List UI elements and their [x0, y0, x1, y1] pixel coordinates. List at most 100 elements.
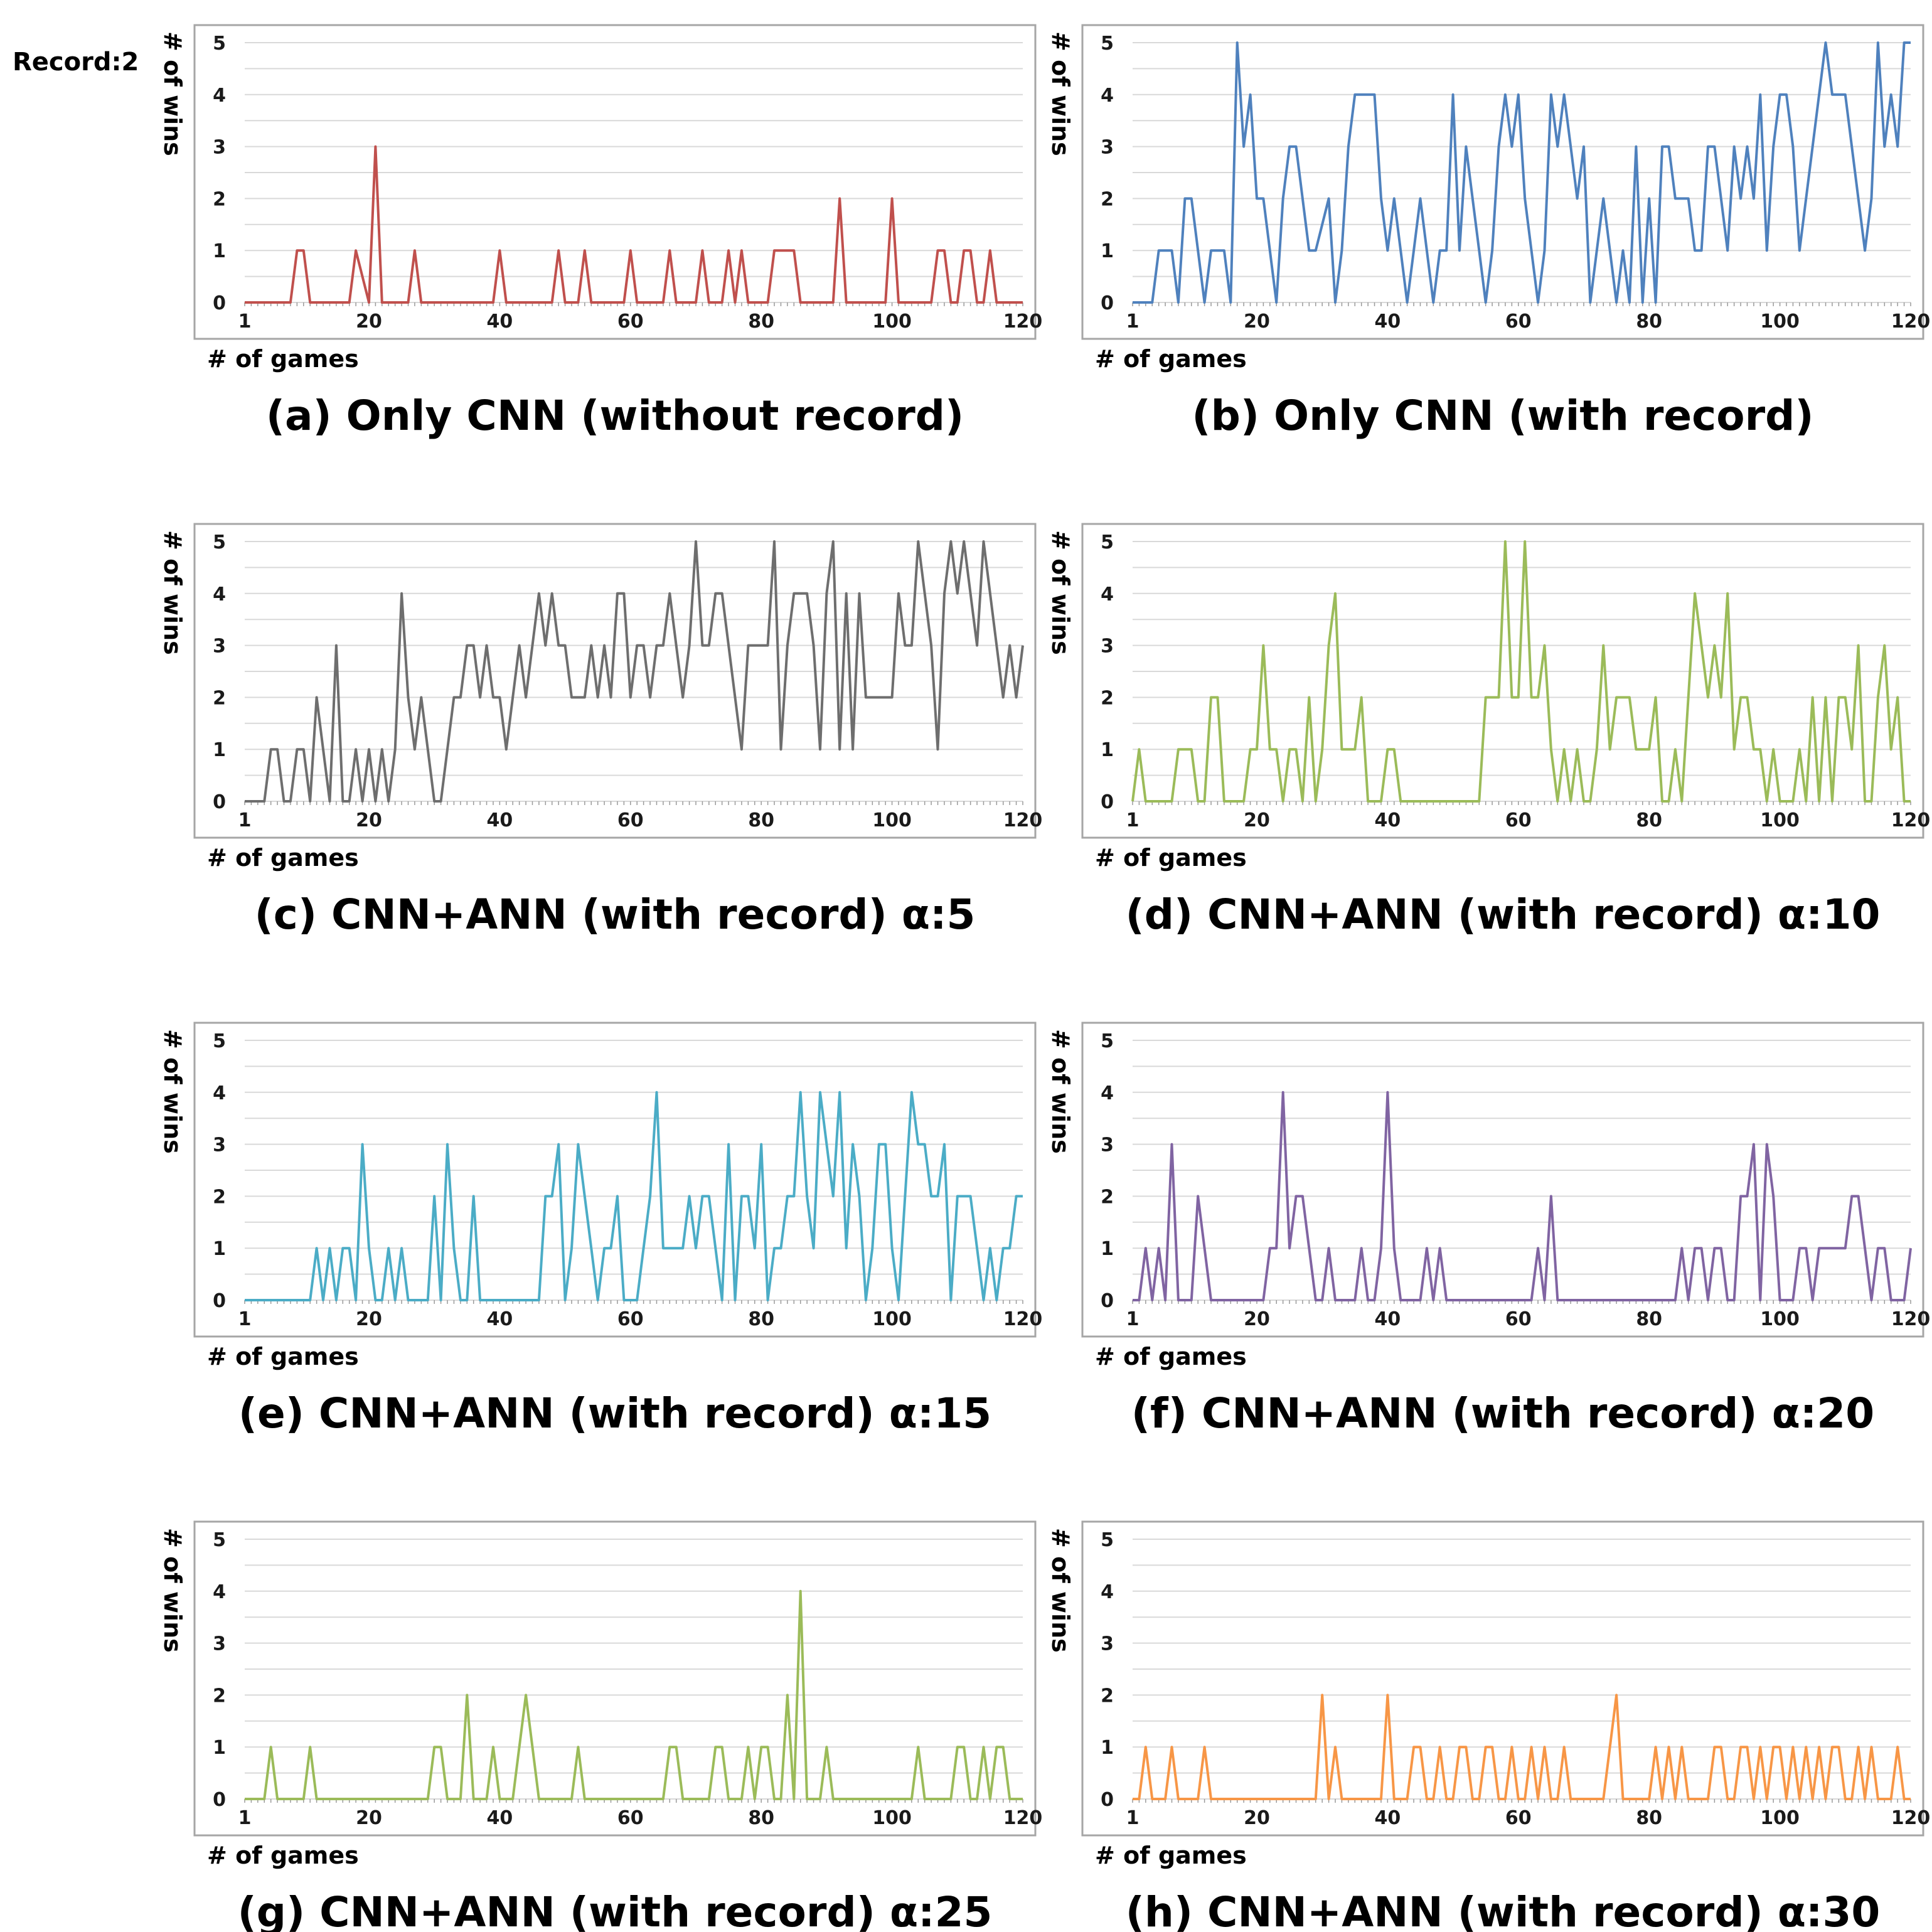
x-tick-label: 80 [1636, 311, 1662, 333]
chart-title: (h) CNN+ANN (with record) α:30 [1126, 1888, 1881, 1932]
x-tick-label: 1 [238, 311, 252, 333]
x-axis-label: # of games [207, 345, 359, 373]
y-tick-label: 3 [1101, 137, 1114, 159]
x-tick-label: 80 [1636, 1807, 1662, 1829]
y-tick-label: 0 [1101, 1290, 1114, 1312]
y-tick-label: 1 [1101, 1737, 1114, 1759]
x-tick-label: 1 [238, 1807, 252, 1829]
x-tick-label: 100 [872, 809, 912, 831]
x-tick-label: 80 [748, 1308, 774, 1330]
y-tick-label: 5 [213, 33, 226, 55]
y-tick-label: 2 [1101, 1186, 1114, 1208]
x-tick-label: 100 [872, 311, 912, 333]
x-tick-label: 120 [1003, 809, 1043, 831]
x-tick-label: 60 [617, 1308, 644, 1330]
y-tick-label: 2 [213, 188, 226, 210]
x-tick-label: 120 [1891, 1807, 1931, 1829]
x-tick-label: 20 [356, 311, 382, 333]
series-line [1133, 1694, 1911, 1800]
y-tick-label: 5 [1101, 1529, 1114, 1551]
x-tick-label: 60 [1505, 1807, 1532, 1829]
x-tick-label: 1 [1126, 1308, 1139, 1330]
y-axis-label: # of wins [1047, 530, 1074, 655]
chart-title: (e) CNN+ANN (with record) α:15 [238, 1389, 991, 1438]
x-tick-label: 120 [1891, 311, 1931, 333]
series-line [1133, 1091, 1912, 1301]
x-tick-label: 40 [487, 311, 513, 333]
plot-frame [1081, 1520, 1924, 1837]
x-tick-label: 120 [1891, 809, 1931, 831]
x-tick-label: 20 [356, 1308, 382, 1330]
y-tick-label: 1 [213, 240, 226, 262]
y-tick-label: 0 [213, 1789, 226, 1811]
y-tick-label: 5 [213, 1529, 226, 1551]
y-axis-label: # of wins [159, 31, 186, 156]
x-tick-label: 40 [1375, 809, 1401, 831]
y-tick-label: 4 [1101, 85, 1114, 107]
y-tick-label: 4 [213, 85, 226, 107]
x-tick-label: 20 [356, 1807, 382, 1829]
y-tick-label: 0 [1101, 292, 1114, 314]
y-tick-label: 3 [1101, 1633, 1114, 1655]
y-tick-label: 4 [213, 1082, 226, 1104]
x-tick-label: 80 [1636, 1308, 1662, 1330]
y-tick-label: 0 [213, 791, 226, 813]
y-tick-label: 1 [1101, 739, 1114, 761]
x-axis-label: # of games [1095, 1343, 1247, 1370]
chart-title: (g) CNN+ANN (with record) α:25 [238, 1888, 993, 1932]
x-axis-label: # of games [1095, 844, 1247, 872]
x-tick-label: 1 [238, 809, 252, 831]
record-corner-label: Record:2 [13, 48, 139, 77]
y-tick-label: 2 [213, 687, 226, 709]
y-tick-label: 0 [213, 292, 226, 314]
y-tick-label: 4 [213, 584, 226, 606]
y-tick-label: 2 [213, 1186, 226, 1208]
y-tick-label: 2 [1101, 687, 1114, 709]
x-tick-label: 60 [1505, 311, 1532, 333]
x-tick-label: 1 [1126, 1807, 1139, 1829]
y-tick-label: 4 [213, 1581, 226, 1603]
y-tick-label: 2 [1101, 1685, 1114, 1707]
x-tick-label: 1 [1126, 311, 1139, 333]
y-tick-label: 5 [1101, 33, 1114, 55]
x-tick-label: 120 [1891, 1308, 1931, 1330]
y-tick-label: 2 [213, 1685, 226, 1707]
y-tick-label: 3 [213, 137, 226, 159]
y-tick-label: 5 [213, 531, 226, 553]
y-tick-label: 0 [1101, 1789, 1114, 1811]
x-tick-label: 20 [1244, 311, 1270, 333]
x-tick-label: 80 [748, 1807, 774, 1829]
x-tick-label: 100 [872, 1807, 912, 1829]
y-tick-label: 3 [213, 1633, 226, 1655]
y-axis-label: # of wins [159, 1528, 186, 1653]
x-tick-label: 1 [1126, 809, 1139, 831]
y-tick-label: 0 [1101, 791, 1114, 813]
y-axis-label: # of wins [1047, 1029, 1074, 1154]
y-axis-label: # of wins [159, 530, 186, 655]
y-tick-label: 1 [213, 1737, 226, 1759]
series-line [245, 145, 1023, 304]
x-tick-label: 40 [487, 809, 513, 831]
plot-frame [1081, 1022, 1924, 1338]
x-tick-label: 100 [1760, 1807, 1800, 1829]
x-tick-label: 60 [1505, 809, 1532, 831]
chart-title: (f) CNN+ANN (with record) α:20 [1131, 1389, 1874, 1438]
x-tick-label: 100 [1760, 1308, 1800, 1330]
x-tick-label: 60 [617, 1807, 644, 1829]
x-tick-label: 80 [748, 809, 774, 831]
series-line [245, 1589, 1023, 1800]
chart-title: (c) CNN+ANN (with record) α:5 [255, 890, 976, 939]
y-tick-label: 1 [1101, 1238, 1114, 1260]
y-axis-label: # of wins [159, 1029, 186, 1154]
x-tick-label: 20 [356, 809, 382, 831]
x-tick-label: 40 [1375, 1807, 1401, 1829]
y-tick-label: 3 [1101, 1134, 1114, 1156]
series-line [1133, 41, 1911, 304]
